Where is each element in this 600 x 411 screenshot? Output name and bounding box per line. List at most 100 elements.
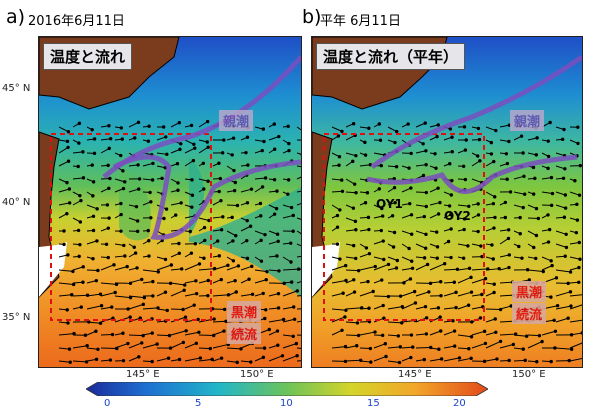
- current-vector-head: [424, 162, 428, 167]
- current-vector-head: [275, 254, 279, 258]
- current-vector-arrow: [72, 360, 87, 363]
- panel-b-title: 温度と流れ（平年）: [316, 43, 466, 70]
- current-vector-head: [489, 152, 494, 156]
- current-vector-arrow: [457, 357, 472, 362]
- current-vector-head: [277, 134, 281, 139]
- current-vector-head: [219, 228, 224, 232]
- current-vector-head: [216, 239, 220, 243]
- current-vector-head: [192, 303, 196, 307]
- current-vector-arrow: [429, 202, 441, 206]
- current-vector-head: [575, 202, 579, 207]
- current-vector-arrow: [184, 293, 197, 297]
- current-vector-head: [245, 238, 249, 243]
- current-vector-arrow: [240, 265, 252, 271]
- current-vector-arrow: [58, 347, 70, 350]
- current-vector-arrow: [555, 243, 567, 248]
- current-vector-head: [106, 255, 110, 260]
- current-vector-head: [291, 229, 295, 233]
- current-vector-arrow: [156, 308, 168, 311]
- current-vector-head: [555, 304, 560, 308]
- current-vector-head: [261, 127, 266, 131]
- current-vector-head: [478, 316, 483, 320]
- current-vector-arrow: [513, 175, 525, 180]
- current-vector-head: [337, 163, 341, 167]
- current-vector-arrow: [359, 347, 371, 350]
- current-vector-head: [393, 200, 397, 205]
- current-vector-head: [218, 176, 223, 181]
- current-vector-head: [494, 128, 498, 133]
- current-vector-head: [235, 360, 239, 365]
- current-vector-head: [367, 306, 371, 310]
- current-vector-arrow: [226, 347, 242, 350]
- current-vector-head: [336, 134, 341, 138]
- current-vector-head: [497, 266, 501, 271]
- current-vector-head: [259, 259, 264, 263]
- current-vector-head: [552, 318, 556, 323]
- current-vector-head: [335, 242, 340, 246]
- current-vector-arrow: [128, 303, 144, 310]
- current-vector-head: [273, 147, 277, 151]
- current-vector-head: [435, 245, 440, 249]
- current-vector-arrow: [527, 341, 543, 349]
- current-vector-head: [397, 360, 402, 365]
- current-vector-head: [68, 360, 72, 364]
- current-vector-head: [409, 259, 414, 263]
- current-vector-head: [476, 154, 480, 158]
- extension-label-b: 続流: [512, 303, 547, 324]
- current-vector-head: [540, 339, 544, 344]
- current-vector-head: [386, 262, 391, 267]
- current-vector-head: [534, 206, 539, 211]
- current-vector-head: [379, 163, 384, 168]
- current-vector-arrow: [212, 294, 229, 297]
- current-vector-head: [521, 347, 525, 351]
- current-vector-head: [70, 293, 74, 297]
- map-panel-b: 温度と流れ（平年） 親潮 黒潮 続流 OY1 OY2: [311, 36, 583, 368]
- current-vector-head: [281, 317, 286, 322]
- current-vector-head: [76, 164, 80, 169]
- current-vector-head: [91, 228, 96, 233]
- panel-a-title: 温度と流れ: [43, 43, 133, 70]
- current-vector-head: [449, 193, 454, 197]
- current-vector-head: [123, 180, 127, 184]
- current-vector-head: [410, 232, 414, 236]
- current-vector-arrow: [86, 321, 101, 324]
- current-vector-head: [108, 358, 113, 362]
- current-vector-head: [107, 146, 111, 151]
- current-vector-head: [230, 153, 234, 157]
- current-vector-head: [409, 333, 414, 337]
- current-vector-arrow: [331, 280, 347, 284]
- current-vector-head: [67, 347, 72, 351]
- current-vector-head: [121, 331, 125, 335]
- current-vector-head: [450, 135, 454, 139]
- current-vector-arrow: [282, 343, 297, 349]
- current-vector-head: [110, 332, 115, 337]
- current-vector-head: [81, 280, 85, 284]
- current-vector-head: [422, 214, 427, 219]
- current-vector-head: [424, 316, 429, 320]
- current-vector-head: [355, 344, 359, 348]
- current-vector-head: [535, 136, 539, 140]
- current-vector-head: [81, 176, 86, 180]
- current-vector-head: [147, 254, 151, 258]
- current-vector-head: [446, 239, 451, 244]
- current-vector-arrow: [142, 269, 159, 273]
- current-vector-head: [435, 230, 439, 234]
- current-vector-arrow: [345, 321, 358, 324]
- current-vector-head: [580, 331, 582, 335]
- current-vector-head: [421, 173, 426, 178]
- current-vector-head: [137, 355, 141, 359]
- current-vector-head: [231, 239, 235, 243]
- current-vector-arrow: [471, 278, 486, 284]
- panel-a-date: 2016年6月11日: [28, 14, 125, 29]
- current-vector-head: [272, 122, 277, 126]
- current-vector-arrow: [128, 356, 140, 362]
- current-vector-arrow: [282, 355, 298, 362]
- current-vector-head: [476, 229, 480, 234]
- current-vector-arrow: [114, 266, 128, 271]
- current-vector-head: [136, 163, 140, 167]
- current-vector-head: [563, 254, 567, 258]
- current-vector-head: [568, 290, 573, 294]
- current-vector-arrow: [443, 307, 457, 310]
- current-vector-head: [438, 200, 442, 205]
- current-vector-arrow: [240, 188, 252, 193]
